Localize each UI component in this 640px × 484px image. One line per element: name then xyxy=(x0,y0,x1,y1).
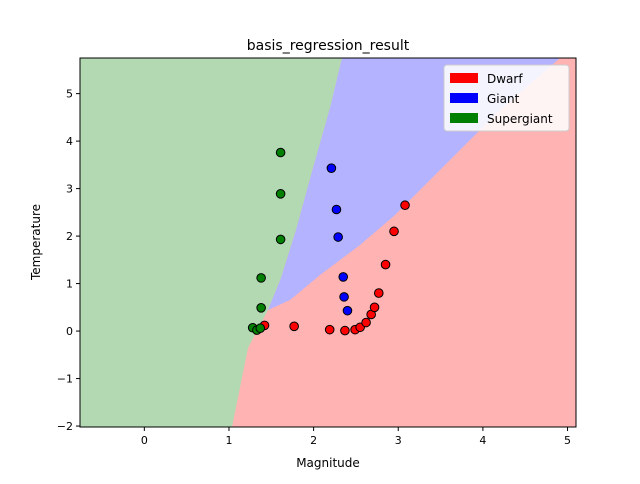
x-tick-label: 0 xyxy=(141,434,148,447)
point-dwarf xyxy=(389,226,399,237)
plot-frame xyxy=(79,57,577,428)
x-tick-label: 2 xyxy=(310,434,317,447)
y-axis: −2 −1 0 1 2 3 4 5 xyxy=(57,88,80,433)
x-tick-label: 3 xyxy=(395,434,402,447)
legend: Dwarf Giant Supergiant xyxy=(443,64,570,132)
point-dwarf xyxy=(400,200,410,211)
point-dwarf xyxy=(340,325,350,336)
point-dwarf xyxy=(324,324,335,335)
y-tick-label: −1 xyxy=(57,373,73,386)
legend-swatch-supergiant xyxy=(450,113,478,123)
y-axis-label: Temperature xyxy=(29,204,43,281)
y-tick-label: 0 xyxy=(66,325,73,338)
y-tick-label: 1 xyxy=(66,278,73,291)
point-supergiant xyxy=(275,147,286,158)
point-dwarf xyxy=(373,288,384,298)
point-supergiant xyxy=(256,302,266,313)
point-supergiant xyxy=(256,273,266,283)
point-dwarf xyxy=(369,302,380,313)
point-giant xyxy=(331,204,342,215)
point-giant xyxy=(342,305,353,316)
legend-swatch-giant xyxy=(450,93,478,103)
legend-label-dwarf: Dwarf xyxy=(487,72,523,86)
point-supergiant xyxy=(275,234,286,245)
point-dwarf xyxy=(361,317,371,328)
x-tick-label: 4 xyxy=(479,434,486,447)
point-supergiant xyxy=(255,323,266,334)
point-giant xyxy=(333,232,343,242)
y-tick-label: 5 xyxy=(66,88,73,101)
point-giant xyxy=(326,163,337,173)
x-axis: 0 1 2 3 4 5 xyxy=(141,427,571,447)
x-axis-label: Magnitude xyxy=(296,456,360,470)
y-tick-label: −2 xyxy=(57,420,73,433)
point-supergiant xyxy=(275,189,286,199)
point-giant xyxy=(339,292,349,302)
legend-swatch-dwarf xyxy=(450,73,478,83)
y-tick-label: 4 xyxy=(66,135,73,148)
y-tick-label: 3 xyxy=(66,183,73,196)
legend-label-supergiant: Supergiant xyxy=(487,112,553,126)
point-giant xyxy=(338,272,349,282)
legend-label-giant: Giant xyxy=(487,92,520,106)
y-tick-label: 2 xyxy=(66,230,73,243)
chart-title: basis_regression_result xyxy=(247,38,410,54)
point-dwarf xyxy=(289,321,299,332)
x-tick-label: 5 xyxy=(564,434,571,447)
x-tick-label: 1 xyxy=(225,434,232,447)
point-dwarf xyxy=(380,259,391,270)
data-points xyxy=(247,147,410,336)
